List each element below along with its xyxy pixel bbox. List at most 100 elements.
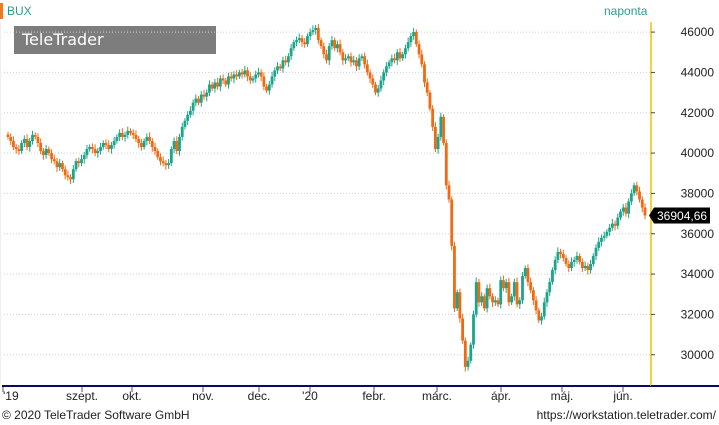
- candle-body: [58, 163, 62, 168]
- candle-body: [257, 72, 260, 75]
- candle-body: [289, 48, 293, 57]
- candle-body: [406, 42, 410, 49]
- last-value-label: 36904,66: [657, 209, 707, 223]
- candle-body: [640, 199, 644, 208]
- candle-body: [450, 199, 454, 246]
- candle-body: [265, 86, 269, 91]
- candle-body: [243, 70, 247, 75]
- candle-body: [602, 235, 606, 238]
- candle-body: [183, 120, 187, 127]
- y-tick-label: 40000: [681, 146, 715, 160]
- y-tick-label: 42000: [681, 106, 715, 120]
- candle-body: [303, 42, 307, 45]
- candle-body: [31, 134, 34, 141]
- candle-body: [580, 261, 584, 269]
- chart-grid: [4, 31, 651, 356]
- period-label: naponta: [604, 4, 648, 18]
- candle-body: [327, 46, 331, 61]
- candle-body: [387, 62, 391, 67]
- candle-body: [150, 140, 154, 148]
- candle-body: [292, 42, 296, 49]
- candle-body: [199, 94, 203, 103]
- candle-body: [164, 163, 168, 166]
- candle-body: [93, 149, 97, 154]
- candle-body: [338, 44, 342, 53]
- candle-body: [335, 44, 339, 49]
- candle-body: [314, 28, 318, 31]
- candle-body: [286, 56, 290, 63]
- candle-body: [262, 76, 266, 87]
- candle-body: [197, 98, 200, 103]
- candle-body: [447, 185, 451, 200]
- candle-body: [363, 56, 367, 65]
- last-value-marker: 36904,66: [649, 207, 710, 224]
- candle-body: [537, 310, 541, 321]
- candle-body: [137, 138, 141, 143]
- candle-body: [521, 276, 524, 301]
- source-url-link[interactable]: https://workstation.teletrader.com/: [536, 408, 716, 422]
- candle-body: [382, 72, 386, 81]
- x-tick-label: szept.: [66, 389, 98, 403]
- candle-body: [431, 108, 435, 127]
- candle-body: [178, 136, 181, 152]
- candle-body: [632, 185, 636, 194]
- candle-body: [101, 143, 105, 148]
- candle-body: [52, 159, 56, 162]
- candle-body: [624, 207, 628, 214]
- candle-body: [518, 300, 522, 305]
- candle-body: [360, 56, 364, 59]
- candle-body: [246, 70, 249, 77]
- candle-body: [384, 66, 388, 73]
- candle-body: [213, 82, 217, 89]
- candle-body: [594, 247, 598, 256]
- candle-body: [259, 72, 263, 77]
- candle-body: [22, 138, 26, 143]
- candle-body: [96, 151, 100, 154]
- candle-body: [346, 56, 350, 59]
- candle-body: [69, 177, 73, 180]
- candle-body: [485, 288, 489, 309]
- candle-body: [278, 66, 282, 69]
- candle-body: [229, 76, 233, 79]
- candle-body: [142, 140, 146, 148]
- candle-body: [33, 134, 37, 137]
- candle-body: [496, 300, 500, 305]
- candle-body: [512, 282, 516, 297]
- candle-body: [425, 82, 429, 93]
- candle-body: [531, 290, 535, 301]
- candle-body: [169, 149, 173, 164]
- candle-body: [161, 161, 165, 164]
- candle-body: [472, 314, 475, 345]
- candle-body: [319, 40, 323, 47]
- candle-body: [627, 201, 631, 214]
- x-tick-label: okt.: [122, 389, 141, 403]
- candle-body: [420, 54, 424, 65]
- candle-body: [118, 132, 122, 137]
- candle-body: [208, 84, 211, 93]
- candle-body: [499, 280, 503, 305]
- candle-body: [589, 264, 592, 271]
- candle-body: [578, 255, 582, 262]
- candle-body: [188, 110, 192, 115]
- candle-body: [534, 300, 538, 311]
- candle-body: [610, 223, 614, 228]
- candle-body: [235, 74, 239, 77]
- candle-body: [474, 282, 478, 315]
- candle-body: [107, 145, 111, 150]
- candle-body: [281, 60, 285, 69]
- candle-body: [507, 282, 511, 303]
- candle-body: [224, 80, 228, 85]
- candle-body: [368, 72, 372, 79]
- candle-body: [237, 72, 241, 77]
- candle-body: [439, 116, 443, 137]
- candle-body: [175, 140, 179, 152]
- candle-body: [390, 58, 394, 63]
- last-value-box: [654, 207, 710, 224]
- candle-body: [77, 161, 81, 164]
- candle-body: [205, 92, 209, 97]
- candle-body: [643, 207, 647, 216]
- candle-body: [613, 223, 617, 226]
- candle-body: [523, 268, 527, 277]
- candle-body: [20, 143, 24, 152]
